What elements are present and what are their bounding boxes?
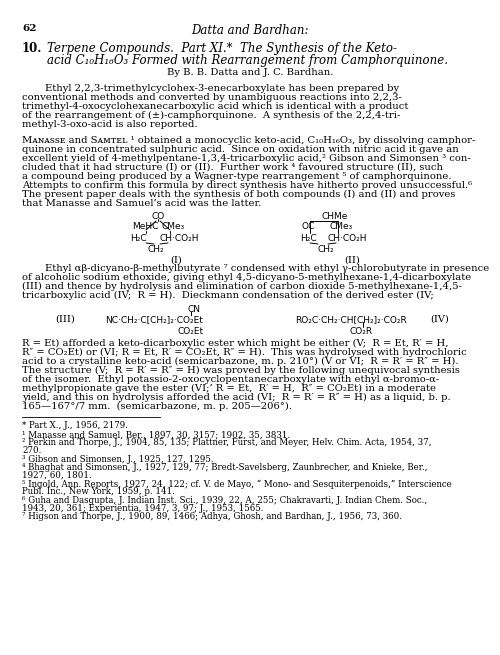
Text: ⁶ Guha and Dasgupta, J. Indian Inst. Sci., 1939, 22, A, 255; Chakravarti, J. Ind: ⁶ Guha and Dasgupta, J. Indian Inst. Sci… — [22, 496, 427, 504]
Text: that Manasse and Samuel’s acid was the latter.: that Manasse and Samuel’s acid was the l… — [22, 199, 262, 208]
Text: quinone in concentrated sulphuric acid.  Since on oxidation with nitric acid it : quinone in concentrated sulphuric acid. … — [22, 145, 459, 154]
Text: (I): (I) — [170, 256, 182, 265]
Text: The structure (V;  R = R′ = R″ = H) was proved by the following unequivocal synt: The structure (V; R = R′ = R″ = H) was p… — [22, 366, 460, 375]
Text: Terpene Compounds.  Part XI.*  The Synthesis of the Keto-: Terpene Compounds. Part XI.* The Synthes… — [47, 42, 397, 55]
Text: Datta and Bardhan:: Datta and Bardhan: — [191, 24, 309, 37]
Text: CO₂R: CO₂R — [350, 327, 373, 336]
Text: a compound being produced by a Wagner-type rearrangement ⁵ of camphorquinone.: a compound being produced by a Wagner-ty… — [22, 172, 452, 181]
Text: By B. B. Datta and J. C. Bardhan.: By B. B. Datta and J. C. Bardhan. — [167, 68, 333, 77]
Text: NC·CH₂·C[CH₂]₂·CO₂Et: NC·CH₂·C[CH₂]₂·CO₂Et — [105, 315, 203, 324]
Text: CN: CN — [188, 305, 201, 314]
Text: methyl-3-oxo-acid is also reported.: methyl-3-oxo-acid is also reported. — [22, 120, 198, 129]
Text: acid C₁₀H₁₆O₃ Formed with Rearrangement from Camphorquinone.: acid C₁₀H₁₆O₃ Formed with Rearrangement … — [47, 54, 448, 67]
Text: CH₂: CH₂ — [148, 245, 164, 254]
Text: Mᴀɴᴀѕѕᴇ and Sᴀᴍᴛᴇʟ ¹ obtained a monocyclic keto-acid, C₁₀H₁₆O₃, by dissolving ca: Mᴀɴᴀѕѕᴇ and Sᴀᴍᴛᴇʟ ¹ obtained a monocycl… — [22, 136, 475, 145]
Text: CO₂Et: CO₂Et — [178, 327, 204, 336]
Text: R = Et) afforded a keto-dicarboxylic ester which might be either (V;  R = Et, R′: R = Et) afforded a keto-dicarboxylic est… — [22, 339, 448, 348]
Text: methylpropionate gave the ester (VI;’ R = Et,  R′ = H,  R″ = CO₂Et) in a moderat: methylpropionate gave the ester (VI;’ R … — [22, 384, 436, 393]
Text: Publ. Inc., New York, 1959, p. 141.: Publ. Inc., New York, 1959, p. 141. — [22, 487, 175, 496]
Text: ¹ Manasse and Samuel, Ber., 1897, 30, 3157; 1902, 35, 3831.: ¹ Manasse and Samuel, Ber., 1897, 30, 31… — [22, 430, 290, 439]
Text: ⁷ Higson and Thorpe, J., 1900, 89, 1466; Adhya, Ghosh, and Bardhan, J., 1956, 73: ⁷ Higson and Thorpe, J., 1900, 89, 1466;… — [22, 512, 402, 521]
Text: ³ Gibson and Simonsen, J., 1925, 127, 1295.: ³ Gibson and Simonsen, J., 1925, 127, 12… — [22, 455, 214, 464]
Text: excellent yield of 4-methylpentane-1,3,4-tricarboxylic acid,² Gibson and Simonse: excellent yield of 4-methylpentane-1,3,4… — [22, 154, 471, 163]
Text: CMe₃: CMe₃ — [330, 222, 353, 231]
Text: yield, and this on hydrolysis afforded the acid (VI;  R = R′ = R″ = H) as a liqu: yield, and this on hydrolysis afforded t… — [22, 393, 450, 402]
Text: tricarboxylic acid (IV;  R = H).  Dieckmann condensation of the derived ester (I: tricarboxylic acid (IV; R = H). Dieckman… — [22, 291, 434, 300]
Text: R″ = CO₂Et) or (VI; R = Et, R′ = CO₂Et, R″ = H).  This was hydrolysed with hydro: R″ = CO₂Et) or (VI; R = Et, R′ = CO₂Et, … — [22, 348, 467, 357]
Text: CHMe: CHMe — [322, 212, 348, 221]
Text: Ethyl 2,2,3-trimethylcyclohex-3-enecarboxylate has been prepared by: Ethyl 2,2,3-trimethylcyclohex-3-enecarbo… — [45, 84, 399, 93]
Text: 10.: 10. — [22, 42, 42, 55]
Text: 270.: 270. — [22, 447, 42, 455]
Text: 1927, 60, 1801.: 1927, 60, 1801. — [22, 471, 92, 480]
Text: (III): (III) — [55, 315, 75, 324]
Text: (II): (II) — [344, 256, 360, 265]
Text: 165—167°/7 mm.  (semicarbazone, m. p. 205—206°).: 165—167°/7 mm. (semicarbazone, m. p. 205… — [22, 402, 292, 411]
Text: (IV): (IV) — [430, 315, 449, 324]
Text: conventional methods and converted by unambiguous reactions into 2,2,3-: conventional methods and converted by un… — [22, 93, 402, 102]
Text: CMe₃: CMe₃ — [162, 222, 185, 231]
Text: H₂C: H₂C — [300, 234, 316, 243]
Text: of the rearrangement of (±)-camphorquinone.  A synthesis of the 2,2,4-tri-: of the rearrangement of (±)-camphorquino… — [22, 111, 400, 120]
Text: of the isomer.  Ethyl potassio-2-oxocyclopentanecarboxylate with ethyl α-bromo-α: of the isomer. Ethyl potassio-2-oxocyclo… — [22, 375, 440, 384]
Text: H₂C: H₂C — [130, 234, 146, 243]
Text: Ethyl αβ-dicyano-β-methylbutyrate ⁷ condensed with ethyl γ-chlorobutyrate in pre: Ethyl αβ-dicyano-β-methylbutyrate ⁷ cond… — [45, 264, 489, 273]
Text: CH·CO₂H: CH·CO₂H — [160, 234, 200, 243]
Text: CH₂: CH₂ — [318, 245, 334, 254]
Text: * Part X., J., 1956, 2179.: * Part X., J., 1956, 2179. — [22, 421, 128, 430]
Text: (III) and thence by hydrolysis and elimination of carbon dioxide 5-methylhexane-: (III) and thence by hydrolysis and elimi… — [22, 282, 462, 291]
Text: Attempts to confirm this formula by direct synthesis have hitherto proved unsucc: Attempts to confirm this formula by dire… — [22, 181, 472, 190]
Text: ² Perkin and Thorpe, J., 1904, 85, 135; Plattner, Fürst, and Meyer, Helv. Chim. : ² Perkin and Thorpe, J., 1904, 85, 135; … — [22, 438, 432, 447]
Text: cluded that it had structure (I) or (II).  Further work ⁴ favoured structure (II: cluded that it had structure (I) or (II)… — [22, 163, 443, 172]
Text: RO₂C·CH₂·CH[CH₂]₂·CO₂R: RO₂C·CH₂·CH[CH₂]₂·CO₂R — [295, 315, 407, 324]
Text: acid to a crystalline keto-acid (semicarbazone, m. p. 210°) (V or VI;  R = R′ = : acid to a crystalline keto-acid (semicar… — [22, 357, 458, 366]
Text: ⁴ Bhaghat and Simonsen, J., 1927, 129, 77; Bredt-Savelsberg, Zaunbrecher, and Kn: ⁴ Bhaghat and Simonsen, J., 1927, 129, 7… — [22, 463, 428, 472]
Text: 1943, 20, 361; Experientia, 1947, 3, 97; J., 1953, 1565.: 1943, 20, 361; Experientia, 1947, 3, 97;… — [22, 504, 264, 513]
Text: trimethyl-4-oxocyclohexanecarboxylic acid which is identical with a product: trimethyl-4-oxocyclohexanecarboxylic aci… — [22, 102, 408, 111]
Text: OC: OC — [302, 222, 316, 231]
Text: CH·CO₂H: CH·CO₂H — [328, 234, 368, 243]
Text: The present paper deals with the synthesis of both compounds (I) and (II) and pr: The present paper deals with the synthes… — [22, 190, 456, 199]
Text: 62: 62 — [22, 24, 36, 33]
Text: ⁵ Ingold, Ann. Reports, 1927, 24, 122; cf. V. de Mayo, “ Mono- and Sesquiterpeno: ⁵ Ingold, Ann. Reports, 1927, 24, 122; c… — [22, 479, 452, 489]
Text: of alcoholic sodium ethoxide, giving ethyl 4,5-dicyano-5-methylhexane-1,4-dicarb: of alcoholic sodium ethoxide, giving eth… — [22, 273, 471, 282]
Text: MeHC: MeHC — [132, 222, 158, 231]
Text: CO: CO — [152, 212, 165, 221]
